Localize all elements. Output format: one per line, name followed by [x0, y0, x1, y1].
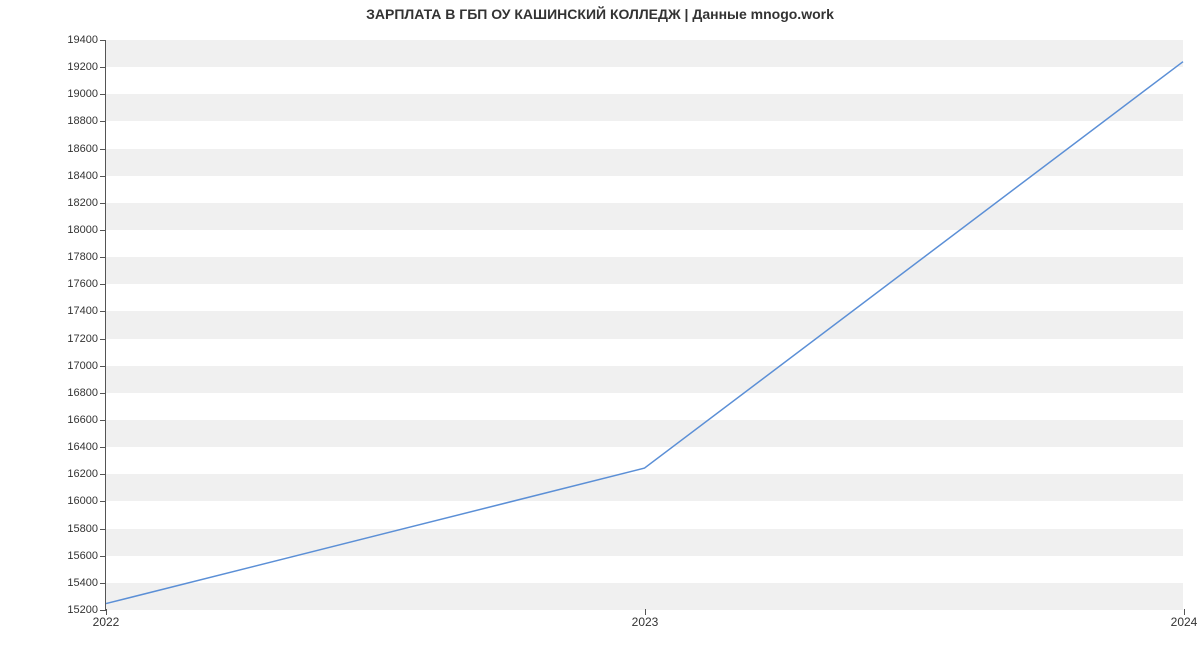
- y-tick-label: 17600: [67, 278, 106, 290]
- y-tick-label: 18000: [67, 224, 106, 236]
- y-tick-label: 19200: [67, 61, 106, 73]
- line-series: [106, 40, 1183, 609]
- y-tick-label: 17200: [67, 333, 106, 345]
- y-tick-label: 16200: [67, 468, 106, 480]
- x-tick-label: 2023: [632, 609, 659, 629]
- plot-area: 1520015400156001580016000162001640016600…: [105, 40, 1183, 610]
- y-tick-label: 18600: [67, 143, 106, 155]
- y-tick-label: 15400: [67, 577, 106, 589]
- y-tick-label: 16000: [67, 495, 106, 507]
- x-tick-label: 2022: [93, 609, 120, 629]
- y-tick-label: 18400: [67, 170, 106, 182]
- salary-chart: ЗАРПЛАТА В ГБП ОУ КАШИНСКИЙ КОЛЛЕДЖ | Да…: [0, 0, 1200, 650]
- chart-title: ЗАРПЛАТА В ГБП ОУ КАШИНСКИЙ КОЛЛЕДЖ | Да…: [0, 6, 1200, 22]
- y-tick-label: 19000: [67, 88, 106, 100]
- x-tick-label: 2024: [1171, 609, 1198, 629]
- y-tick-label: 16800: [67, 387, 106, 399]
- y-tick-label: 17000: [67, 360, 106, 372]
- series-salary: [106, 62, 1183, 604]
- y-tick-label: 18200: [67, 197, 106, 209]
- y-tick-label: 19400: [67, 34, 106, 46]
- y-tick-label: 17400: [67, 305, 106, 317]
- y-tick-label: 17800: [67, 251, 106, 263]
- y-tick-label: 16600: [67, 414, 106, 426]
- y-tick-label: 18800: [67, 115, 106, 127]
- y-tick-label: 15600: [67, 550, 106, 562]
- y-tick-label: 16400: [67, 441, 106, 453]
- y-tick-label: 15800: [67, 523, 106, 535]
